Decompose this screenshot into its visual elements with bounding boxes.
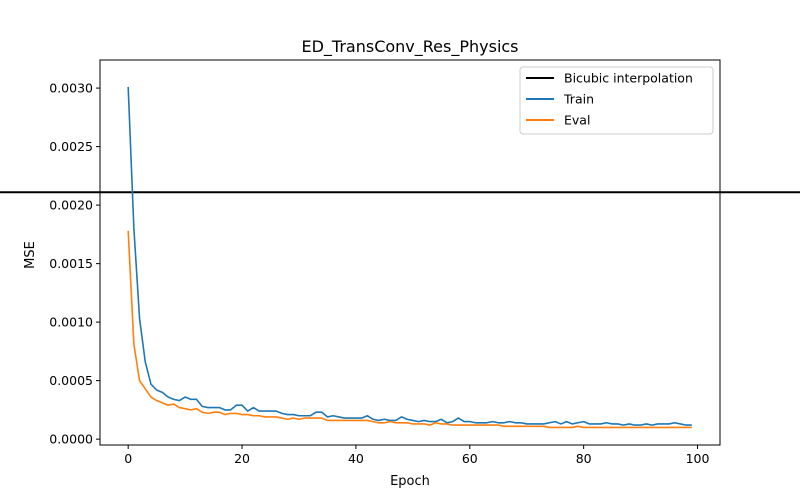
y-tick-label: 0.0030 [49,81,93,96]
series-line-eval [127,230,692,429]
x-tick-label: 60 [462,451,478,466]
legend-box [519,66,714,135]
y-tick-label: 0.0020 [49,198,93,213]
x-tick-label: 0 [124,451,132,466]
axes-frame [99,59,721,446]
x-tick-label: 100 [686,451,710,466]
series-line-train [127,86,692,426]
y-tick-label: 0.0025 [49,139,93,154]
y-tick-label: 0.0005 [49,373,93,388]
y-axis-label: MSE [23,241,38,269]
y-tick-label: 0.0015 [49,256,93,271]
x-tick-label: 40 [348,451,364,466]
series-group [127,86,692,429]
x-tick-label: 80 [576,451,592,466]
x-tick-label: 20 [234,451,250,466]
legend-label: Eval [564,113,590,128]
legend-label: Bicubic interpolation [564,71,693,86]
y-tick-label: 0.0000 [49,432,93,447]
y-tick-label: 0.0010 [49,315,93,330]
chart-title: ED_TransConv_Res_Physics [301,37,518,57]
plot-area: 0 20 40 60 80 100 0.0000 0.0005 0.0010 0.0015 0.00… [0,59,800,466]
legend-label: Train [563,92,594,107]
legend: Bicubic interpolation Train Eval [519,66,714,135]
x-axis-label: Epoch [390,474,430,489]
